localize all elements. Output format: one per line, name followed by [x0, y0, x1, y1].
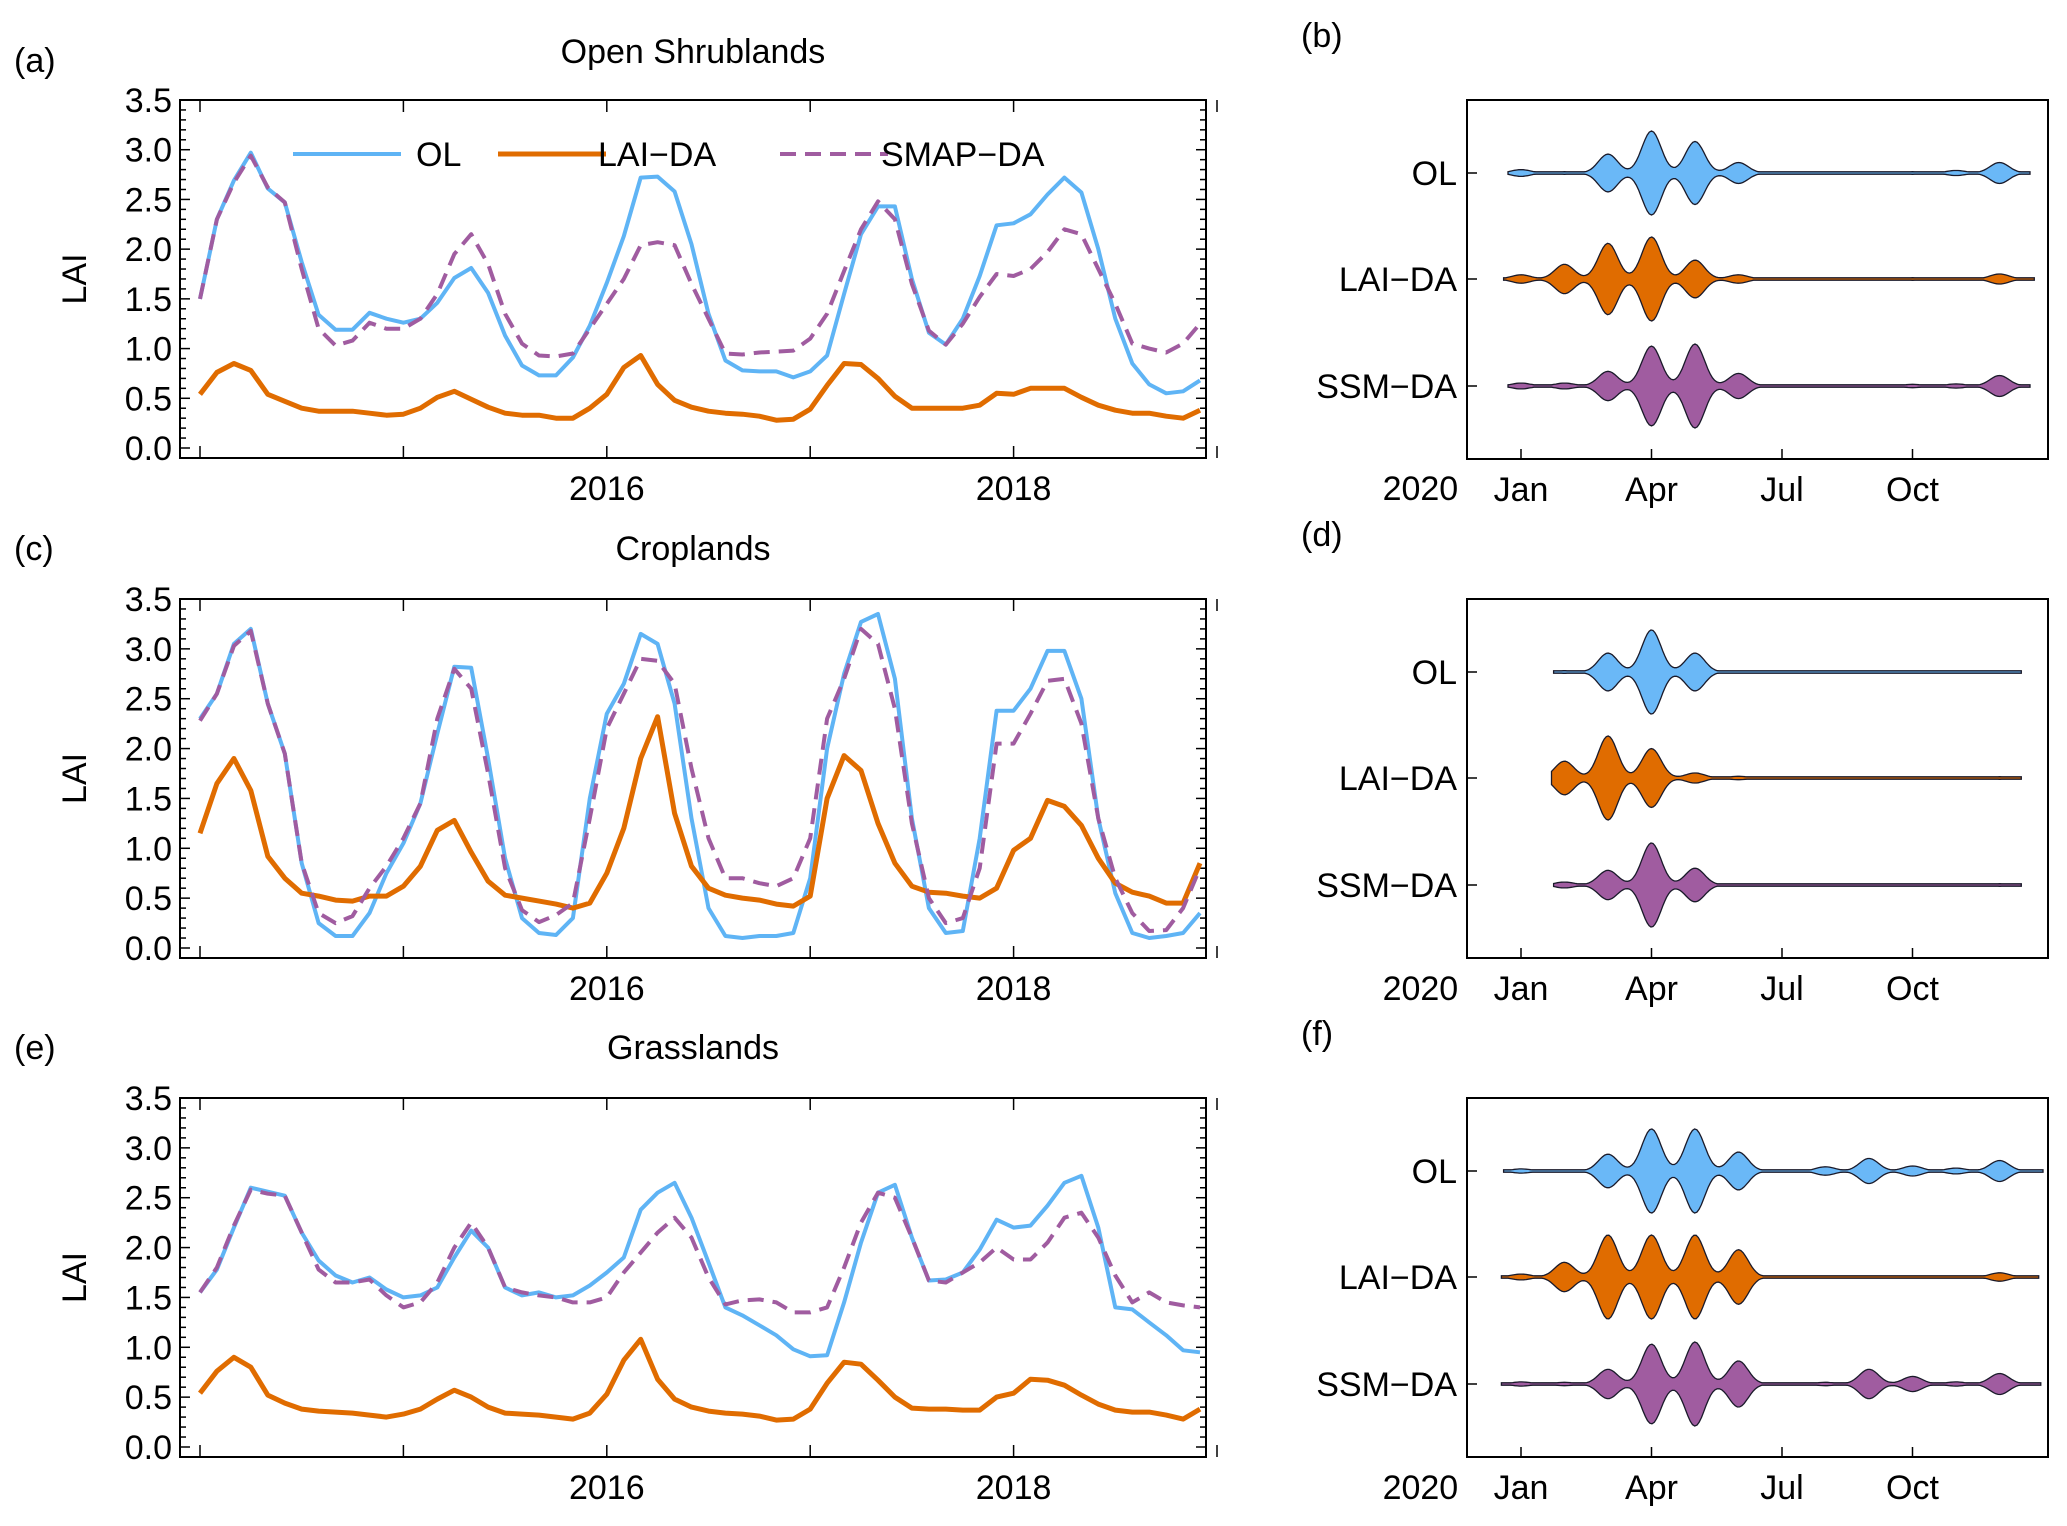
violin-ssmda [1552, 842, 2022, 928]
category-label: SSM−DA [1316, 368, 1457, 406]
y-tick-label: 3.0 [125, 1130, 172, 1168]
violin-panel-d: (d) OL LAI−DA SSM−DA Jan Apr Jul Oct [1301, 516, 2049, 1008]
y-tick-label: 0.5 [125, 1379, 172, 1417]
y-tick-label: 2.0 [125, 1230, 172, 1268]
legend-label: SMAP−DA [881, 136, 1045, 174]
x-tick-label: 2016 [569, 470, 645, 508]
x-tick-label: Oct [1886, 471, 1939, 509]
x-tick-label: 2016 [569, 970, 645, 1008]
series-line-smapda [198, 626, 1202, 933]
x-tick-label: 2018 [976, 1469, 1052, 1507]
panel-label: (b) [1301, 17, 1343, 55]
x-tick-label: 2018 [976, 970, 1052, 1008]
category-label: OL [1412, 155, 1457, 193]
panel-label: (e) [14, 1029, 56, 1067]
line-panel-a: (a) Open Shrublands 0.0 0.5 1.0 1.5 2.0 2.5 3.0 3… [14, 33, 1458, 508]
category-label: OL [1412, 1153, 1457, 1191]
legend-label: OL [416, 136, 461, 174]
series-line-smapda [198, 153, 1202, 359]
x-tick-label: Oct [1886, 1469, 1939, 1507]
series-line-laida [197, 714, 1203, 911]
panel-title: Croplands [616, 530, 771, 568]
series-line-smapda [198, 1187, 1201, 1315]
series-line-laida [198, 353, 1202, 423]
panel-label: (f) [1301, 1015, 1333, 1053]
y-tick-label: 0.5 [125, 880, 172, 918]
category-label: LAI−DA [1339, 760, 1457, 798]
y-tick-label: 2.0 [125, 231, 172, 269]
x-tick-label: 2016 [569, 1469, 645, 1507]
series-line-ol [198, 612, 1202, 940]
panel-label: (d) [1301, 516, 1343, 554]
y-tick-label: 0.5 [125, 380, 172, 418]
violin-ol [1502, 1128, 2044, 1214]
y-tick-label: 1.5 [125, 780, 172, 818]
series-line-ol [198, 150, 1202, 396]
violin-panel-b: (b) OL LAI−DA SSM−DA Jan Apr Jul Oct [1301, 17, 2049, 509]
x-tick-label: Jul [1760, 471, 1803, 509]
y-tick-label: 3.5 [125, 581, 172, 619]
y-tick-label: 1.5 [125, 1279, 172, 1317]
category-label: SSM−DA [1316, 867, 1457, 905]
y-tick-label: 3.0 [125, 132, 172, 170]
panel-label: (a) [14, 42, 56, 80]
y-axis-label: LAI [56, 1252, 94, 1303]
violin-laida [1550, 735, 2022, 821]
violin-ol [1552, 629, 2022, 715]
x-tick-label: 2020 [1383, 1469, 1459, 1507]
x-tick-label: Apr [1625, 1469, 1678, 1507]
x-tick-label: 2020 [1383, 970, 1459, 1008]
y-tick-label: 3.0 [125, 631, 172, 669]
y-tick-label: 3.5 [125, 1080, 172, 1118]
plot-frame [179, 1097, 1207, 1458]
y-tick-label: 2.5 [125, 1180, 172, 1218]
x-tick-label: Jan [1494, 1469, 1549, 1507]
panel-title: Grasslands [607, 1029, 779, 1067]
x-tick-label: 2020 [1383, 470, 1459, 508]
y-tick-label: 2.5 [125, 681, 172, 719]
y-tick-label: 1.0 [125, 830, 172, 868]
x-tick-label: 2018 [976, 470, 1052, 508]
violin-ol [1507, 130, 2031, 216]
y-tick-label: 2.5 [125, 181, 172, 219]
violin-laida [1500, 1234, 2040, 1320]
violin-ssmda [1500, 1341, 2042, 1427]
series-line-laida [198, 1336, 1202, 1423]
y-tick-label: 1.5 [125, 281, 172, 319]
panel-label: (c) [14, 530, 54, 568]
x-tick-label: Apr [1625, 471, 1678, 509]
y-tick-label: 0.0 [125, 930, 172, 968]
line-panel-c: (c) Croplands 0.0 0.5 1.0 1.5 2.0 2.5 3.0 3.5 LAI 2… [14, 530, 1458, 1008]
x-tick-label: Apr [1625, 970, 1678, 1008]
category-label: LAI−DA [1339, 261, 1457, 299]
series-line-ol [198, 1173, 1201, 1359]
legend: OL LAI−DA SMAP−DA [293, 136, 1045, 174]
y-axis-label: LAI [56, 753, 94, 804]
y-tick-label: 1.0 [125, 1329, 172, 1367]
x-tick-label: Jul [1760, 970, 1803, 1008]
y-tick-label: 0.0 [125, 1429, 172, 1467]
violin-ssmda [1507, 343, 2031, 429]
violin-laida [1502, 236, 2035, 322]
category-label: SSM−DA [1316, 1366, 1457, 1404]
y-tick-label: 3.5 [125, 82, 172, 120]
x-tick-label: Jan [1494, 471, 1549, 509]
y-tick-label: 1.0 [125, 331, 172, 369]
line-panel-e: (e) Grasslands 0.0 0.5 1.0 1.5 2.0 2.5 3.0 3.5 LAI… [14, 1029, 1458, 1507]
violin-panel-f: (f) OL LAI−DA SSM−DA Jan Apr Jul Oct [1301, 1015, 2049, 1507]
panel-title: Open Shrublands [561, 33, 826, 71]
y-axis-label: LAI [56, 253, 94, 304]
x-tick-label: Jul [1760, 1469, 1803, 1507]
y-tick-label: 0.0 [125, 430, 172, 468]
category-label: LAI−DA [1339, 1259, 1457, 1297]
x-tick-label: Oct [1886, 970, 1939, 1008]
x-tick-label: Jan [1494, 970, 1549, 1008]
category-label: OL [1412, 654, 1457, 692]
legend-label: LAI−DA [598, 136, 716, 174]
y-tick-label: 2.0 [125, 731, 172, 769]
